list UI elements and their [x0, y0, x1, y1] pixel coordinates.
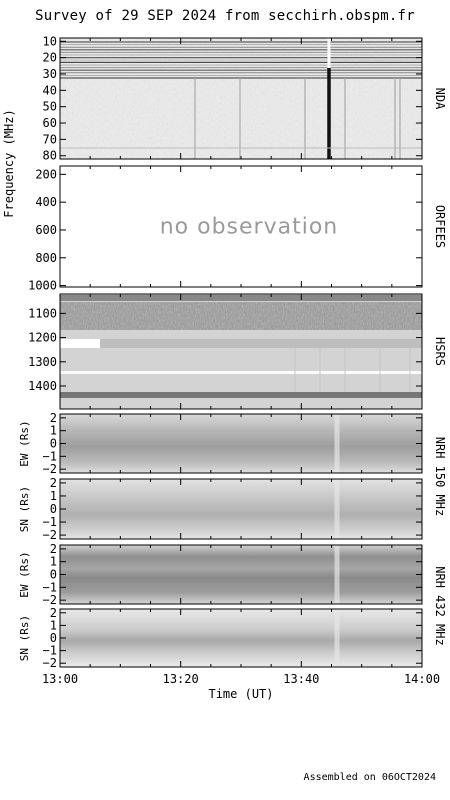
- x-tick-label: 14:00: [404, 672, 440, 686]
- assembled-date: Assembled on 06OCT2024: [303, 772, 436, 783]
- y-tick-label: 600: [35, 223, 57, 237]
- y-tick-label: 1400: [28, 379, 57, 393]
- panel-nrh-3: 210−1−2: [43, 411, 423, 476]
- hsrs-gap: [60, 339, 100, 348]
- y-tick-label: 2: [50, 411, 57, 425]
- panel-nrh-5: 210−1−2: [43, 542, 423, 607]
- hsrs-band-texture: [60, 302, 422, 330]
- y-tick-label: 800: [35, 251, 57, 265]
- x-axis-label: Time (UT): [208, 687, 273, 701]
- component-label: EW (Rs): [18, 420, 31, 466]
- x-tick-label: 13:40: [283, 672, 319, 686]
- x-tick-label: 13:20: [163, 672, 199, 686]
- hsrs-bottom-band: [60, 392, 422, 398]
- y-tick-label: 2: [50, 476, 57, 490]
- panel-hsrs: 1100 1200 1300 1400: [28, 293, 423, 410]
- y-tick-label: 1: [50, 424, 57, 438]
- y-tick-label: −2: [43, 462, 57, 476]
- panel-nda: 10 20 30 40 50 60 70 80: [43, 34, 423, 163]
- hsrs-white-line: [60, 371, 422, 374]
- y-tick-label: 40: [43, 83, 57, 97]
- y-tick-label: 60: [43, 116, 57, 130]
- panel-background: [60, 414, 422, 473]
- panel-background: [60, 166, 422, 287]
- nrh-frequency-label: NRH 150 MHz: [433, 437, 447, 516]
- instrument-label: ORFEES: [433, 205, 447, 248]
- y-tick-label: 400: [35, 195, 57, 209]
- y-tick-label: −1: [43, 644, 57, 658]
- y-tick-label: 1: [50, 555, 57, 569]
- y-tick-label: 80: [43, 149, 57, 163]
- y-tick-label: 50: [43, 100, 57, 114]
- instrument-label: HSRS: [433, 337, 447, 366]
- y-tick-label: 1200: [28, 331, 57, 345]
- nrh-frequency-label: NRH 432 MHz: [433, 566, 447, 645]
- x-tick-label: 13:00: [42, 672, 78, 686]
- y-tick-label: −2: [43, 593, 57, 607]
- component-label: SN (Rs): [18, 486, 31, 532]
- y-tick-label: 0: [50, 502, 57, 516]
- panel-background: [60, 479, 422, 539]
- component-label: SN (Rs): [18, 615, 31, 661]
- y-tick-label: 70: [43, 132, 57, 146]
- panel-nrh-4: 210−1−2: [43, 476, 423, 542]
- hsrs-strip: [100, 339, 422, 348]
- hsrs-top-band: [60, 295, 422, 301]
- y-tick-label: 2: [50, 606, 57, 620]
- y-tick-label: 1: [50, 618, 57, 632]
- y-axis-label: Frequency (MHz): [2, 109, 16, 217]
- y-tick-label: 0: [50, 568, 57, 582]
- y-tick-label: 20: [43, 51, 57, 65]
- y-tick-label: −1: [43, 449, 57, 463]
- y-tick-label: −2: [43, 528, 57, 542]
- panel-background: [60, 545, 422, 604]
- panel-orfees: 200 400 600 800 1000: [28, 165, 423, 293]
- y-tick-label: −2: [43, 656, 57, 670]
- y-tick-label: 2: [50, 542, 57, 556]
- panel-nrh-6: 210−1−2: [43, 606, 423, 670]
- y-tick-label: 1: [50, 489, 57, 503]
- y-tick-label: 1000: [28, 279, 57, 293]
- instrument-label: NDA: [433, 88, 447, 110]
- chart-title: Survey of 29 SEP 2024 from secchirh.obsp…: [35, 8, 415, 24]
- y-tick-label: −1: [43, 515, 57, 529]
- component-label: EW (Rs): [18, 551, 31, 597]
- y-tick-label: 1300: [28, 355, 57, 369]
- y-tick-label: 30: [43, 67, 57, 81]
- y-tick-label: 0: [50, 631, 57, 645]
- y-tick-label: 0: [50, 437, 57, 451]
- y-tick-label: 10: [43, 34, 57, 48]
- y-tick-label: 200: [35, 167, 57, 181]
- no-observation-text: no observation: [160, 215, 339, 240]
- y-tick-label: −1: [43, 580, 57, 594]
- panel-background: [60, 609, 422, 667]
- y-tick-label: 1100: [28, 306, 57, 320]
